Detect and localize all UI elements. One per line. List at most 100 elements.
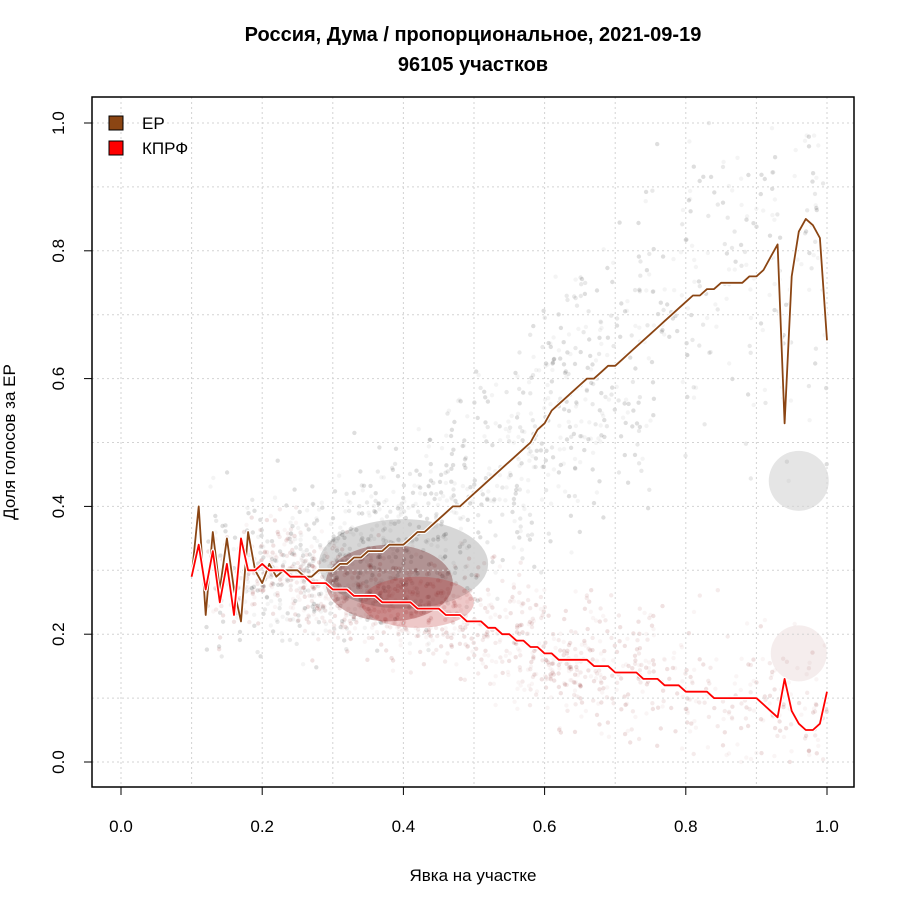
density-point-kprf xyxy=(468,588,473,593)
density-point-er xyxy=(424,516,430,521)
density-point-kprf xyxy=(452,600,457,606)
density-point-er xyxy=(697,343,702,348)
density-point-er xyxy=(572,456,578,462)
density-point-er xyxy=(440,575,446,580)
density-point-er xyxy=(465,486,470,492)
density-point-er xyxy=(558,356,563,361)
density-point-kprf xyxy=(670,665,676,671)
density-point-er xyxy=(437,496,442,502)
density-point-kprf xyxy=(309,544,314,549)
density-point-kprf xyxy=(507,651,513,656)
density-point-er xyxy=(448,433,454,439)
density-point-kprf xyxy=(327,597,332,602)
density-point-er xyxy=(323,621,329,627)
density-point-er xyxy=(770,186,775,191)
density-point-kprf xyxy=(434,647,439,653)
density-point-er xyxy=(271,581,276,587)
density-point-kprf xyxy=(661,699,666,704)
density-point-er xyxy=(617,220,622,225)
density-point-er xyxy=(551,335,556,340)
density-point-er xyxy=(687,196,693,202)
density-point-kprf xyxy=(796,700,802,706)
density-point-er xyxy=(593,440,599,445)
density-point-kprf xyxy=(531,654,536,659)
density-point-kprf xyxy=(573,680,579,685)
density-point-er xyxy=(443,554,448,559)
density-point-er xyxy=(364,500,370,505)
density-point-kprf xyxy=(506,672,511,678)
density-point-kprf xyxy=(381,620,386,625)
density-point-kprf xyxy=(413,591,418,596)
density-point-kprf xyxy=(293,612,298,617)
density-point-er xyxy=(507,429,512,434)
density-point-kprf xyxy=(526,584,531,589)
density-point-kprf xyxy=(332,613,338,619)
density-point-kprf xyxy=(340,547,345,552)
density-point-kprf xyxy=(662,657,667,662)
density-point-kprf xyxy=(364,584,369,589)
density-point-er xyxy=(744,217,749,222)
density-point-er xyxy=(762,387,768,393)
density-point-kprf xyxy=(515,646,521,651)
density-point-kprf xyxy=(588,648,593,653)
density-point-er xyxy=(288,583,293,588)
density-point-kprf xyxy=(269,584,275,590)
density-point-er xyxy=(437,479,443,485)
density-point-kprf xyxy=(582,606,588,611)
density-point-kprf xyxy=(394,625,400,630)
density-point-kprf xyxy=(483,605,488,611)
density-point-kprf xyxy=(512,699,517,704)
density-point-er xyxy=(651,413,656,418)
density-point-er xyxy=(461,576,467,581)
density-point-er xyxy=(802,138,808,143)
density-point-kprf xyxy=(564,651,570,656)
density-point-er xyxy=(457,544,463,549)
density-point-er xyxy=(772,307,777,313)
density-point-kprf xyxy=(643,658,648,663)
density-point-er xyxy=(269,539,275,544)
density-point-er xyxy=(751,221,756,226)
density-point-kprf xyxy=(268,513,273,519)
density-point-er xyxy=(443,536,448,542)
density-point-er xyxy=(573,295,578,301)
density-point-kprf xyxy=(389,613,394,619)
density-point-kprf xyxy=(482,652,487,657)
density-point-er xyxy=(655,141,660,147)
density-point-er xyxy=(546,472,551,477)
density-point-er xyxy=(624,308,630,313)
density-point-er xyxy=(454,510,459,516)
density-point-er xyxy=(376,501,381,507)
density-point-kprf xyxy=(431,584,436,589)
y-tick-label: 0.6 xyxy=(49,367,68,391)
density-point-er xyxy=(772,307,777,313)
density-point-kprf xyxy=(625,692,631,697)
density-point-kprf xyxy=(348,621,353,626)
density-point-er xyxy=(582,291,588,297)
density-point-er xyxy=(744,262,749,267)
density-point-kprf xyxy=(468,596,473,601)
density-point-kprf xyxy=(584,593,590,598)
density-point-kprf xyxy=(252,601,257,607)
density-point-kprf xyxy=(770,669,775,675)
density-point-kprf xyxy=(458,607,464,613)
density-point-kprf xyxy=(303,582,308,588)
density-point-er xyxy=(302,606,307,611)
density-point-kprf xyxy=(620,663,626,669)
density-point-er xyxy=(767,233,773,238)
density-point-er xyxy=(696,279,702,284)
density-point-er xyxy=(630,424,635,429)
density-point-kprf xyxy=(401,582,406,587)
density-point-kprf xyxy=(406,575,411,580)
density-point-er xyxy=(810,171,816,176)
density-point-er xyxy=(513,491,518,496)
density-point-er xyxy=(309,562,314,568)
density-point-kprf xyxy=(651,613,656,619)
density-point-kprf xyxy=(282,527,287,533)
density-point-kprf xyxy=(483,648,488,653)
density-point-er xyxy=(304,566,309,571)
density-point-er xyxy=(762,176,767,182)
density-point-kprf xyxy=(430,581,436,587)
density-point-er xyxy=(545,362,550,367)
density-point-er xyxy=(401,509,407,514)
density-point-er xyxy=(799,262,804,267)
